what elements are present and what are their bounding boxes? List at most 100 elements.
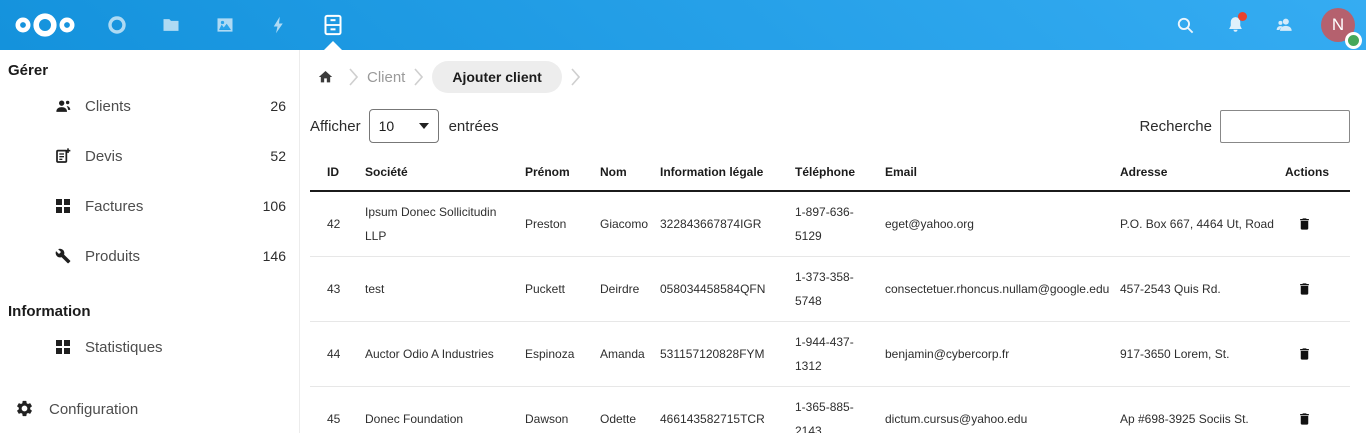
trash-icon [1300, 218, 1309, 230]
notification-badge [1238, 12, 1247, 21]
cell-info: 058034458584QFN [660, 256, 795, 322]
chevron-right-icon [571, 68, 580, 86]
column-header-telephone[interactable]: Téléphone [795, 154, 885, 192]
sidebar-item-label: Clients [85, 97, 131, 115]
delete-button[interactable] [1297, 346, 1312, 362]
cell-adresse: 917-3650 Lorem, St. [1120, 321, 1285, 387]
search-input[interactable] [1220, 109, 1350, 143]
home-icon[interactable] [310, 62, 340, 92]
search-button[interactable] [1160, 0, 1210, 50]
cell-tel: 1-944-437-1312 [795, 321, 885, 387]
app-launcher [90, 0, 360, 50]
sidebar-item-count: 52 [270, 148, 286, 164]
online-status-icon [1345, 32, 1362, 49]
column-header-nom[interactable]: Nom [600, 154, 660, 192]
app-dashboard[interactable] [90, 0, 144, 50]
nextcloud-logo-icon [15, 13, 75, 37]
chevron-right-icon [414, 68, 424, 86]
column-header-prenom[interactable]: Prénom [525, 154, 600, 192]
delete-button[interactable] [1297, 216, 1312, 232]
cell-nom: Giacomo [600, 191, 660, 257]
sidebar-item-statistiques[interactable]: Statistiques [0, 322, 299, 372]
cell-email: eget@yahoo.org [885, 191, 1120, 257]
clients-icon [55, 98, 71, 114]
photos-icon [217, 18, 233, 32]
nextcloud-logo[interactable] [0, 12, 90, 38]
table-controls: Afficher 10 entrées Recherche [310, 108, 1350, 144]
user-menu[interactable]: N [1310, 0, 1366, 50]
lightning-icon [273, 16, 283, 34]
sidebar-item-devis[interactable]: Devis 52 [0, 131, 299, 181]
cell-prenom: Espinoza [525, 321, 600, 387]
app-photos[interactable] [198, 0, 252, 50]
sidebar-item-count: 26 [270, 98, 286, 114]
cell-adresse: P.O. Box 667, 4464 Ut, Road [1120, 191, 1285, 257]
cell-prenom: Preston [525, 191, 600, 257]
cell-email: consectetuer.rhoncus.nullam@google.edu [885, 256, 1120, 322]
contacts-icon [1276, 18, 1292, 31]
cell-prenom: Dawson [525, 386, 600, 433]
sidebar-item-label: Configuration [49, 400, 139, 418]
notifications-bell-icon [1228, 17, 1242, 32]
breadcrumb: Client Ajouter client [310, 54, 1350, 100]
cell-info: 322843667874IGR [660, 191, 795, 257]
trash-icon [1300, 413, 1309, 425]
sidebar-item-label: Produits [85, 247, 141, 265]
ajouter-client-button[interactable]: Ajouter client [432, 61, 562, 93]
column-header-adresse[interactable]: Adresse [1120, 154, 1285, 192]
column-header-id[interactable]: ID [310, 154, 365, 192]
cell-info: 466143582715TCR [660, 386, 795, 433]
table-row: 42 Ipsum Donec Sollicitudin LLP Preston … [310, 191, 1350, 257]
app-invoices-active[interactable] [306, 0, 360, 50]
app-files[interactable] [144, 0, 198, 50]
page-size-value: 10 [378, 118, 395, 134]
produits-icon [55, 248, 71, 264]
cell-id: 42 [310, 191, 365, 257]
dashboard-icon [108, 16, 126, 34]
search-icon [1177, 17, 1193, 33]
cell-info: 531157120828FYM [660, 321, 795, 387]
statistiques-icon [55, 339, 71, 355]
sidebar-item-label: Statistiques [85, 338, 163, 356]
main-content: Client Ajouter client Afficher 10 entrée… [300, 50, 1366, 433]
invoices-app-icon [324, 14, 342, 36]
table-row: 43 test Puckett Deirdre 058034458584QFN … [310, 256, 1350, 322]
trash-icon [1300, 348, 1309, 360]
sidebar-item-count: 146 [262, 248, 286, 264]
chevron-down-icon [418, 123, 429, 129]
delete-button[interactable] [1297, 281, 1312, 297]
sidebar-item-factures[interactable]: Factures 106 [0, 181, 299, 231]
search-label: Recherche [1139, 117, 1212, 135]
breadcrumb-client-link[interactable]: Client [367, 68, 406, 86]
sidebar-item-label: Devis [85, 147, 123, 165]
app-activity[interactable] [252, 0, 306, 50]
cell-email: dictum.cursus@yahoo.edu [885, 386, 1120, 433]
cell-nom: Odette [600, 386, 660, 433]
cell-societe: Ipsum Donec Sollicitudin LLP [365, 191, 525, 257]
cell-id: 44 [310, 321, 365, 387]
column-header-email[interactable]: Email [885, 154, 1120, 192]
cell-tel: 1-897-636-5129 [795, 191, 885, 257]
notifications-button[interactable] [1210, 0, 1260, 50]
show-label: Afficher [310, 117, 361, 135]
sidebar: Gérer Clients 26 [0, 50, 300, 433]
cell-societe: test [365, 256, 525, 322]
cell-tel: 1-373-358-5748 [795, 256, 885, 322]
cell-email: benjamin@cybercorp.fr [885, 321, 1120, 387]
column-header-societe[interactable]: Société [365, 154, 525, 192]
cell-nom: Deirdre [600, 256, 660, 322]
sidebar-item-produits[interactable]: Produits 146 [0, 231, 299, 281]
sidebar-item-clients[interactable]: Clients 26 [0, 81, 299, 131]
column-header-actions: Actions [1285, 154, 1350, 192]
contacts-button[interactable] [1260, 0, 1310, 50]
delete-button[interactable] [1297, 411, 1312, 427]
cell-societe: Donec Foundation [365, 386, 525, 433]
column-header-info-legale[interactable]: Information légale [660, 154, 795, 192]
chevron-right-icon [349, 68, 358, 86]
sidebar-section-information: Information [8, 303, 91, 320]
page-size-select[interactable]: 10 [368, 109, 439, 143]
table-row: 45 Donec Foundation Dawson Odette 466143… [310, 386, 1350, 433]
cell-nom: Amanda [600, 321, 660, 387]
sidebar-item-configuration[interactable]: Configuration [0, 391, 299, 427]
cell-id: 45 [310, 386, 365, 433]
